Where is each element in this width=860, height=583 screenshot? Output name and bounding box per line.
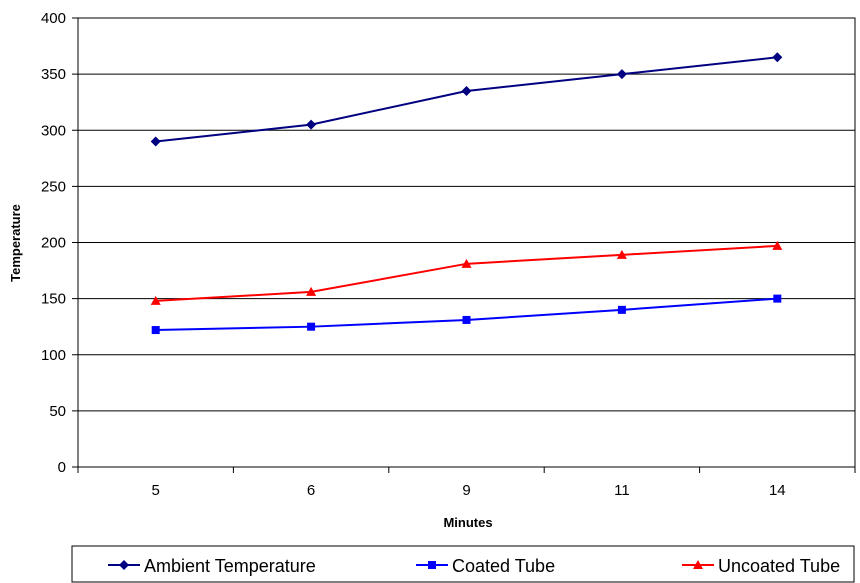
series-ambient-temperature: [150, 52, 783, 147]
y-tick-label: 250: [41, 178, 66, 195]
legend-swatch-marker: [428, 561, 436, 569]
y-tick-label: 200: [41, 235, 66, 252]
uncoated-tube-point: [461, 258, 472, 268]
coated-tube-point: [151, 326, 160, 335]
x-tick-label: 9: [462, 482, 470, 499]
uncoated-tube-point: [616, 249, 627, 259]
legend-swatch-marker: [119, 560, 129, 570]
coated-tube-point: [773, 294, 782, 303]
coated-tube-point: [307, 322, 316, 331]
y-tick-label: 400: [41, 10, 66, 27]
axes: [72, 17, 856, 473]
series-coated-tube: [151, 294, 782, 335]
ambient-temperature-point: [306, 119, 317, 130]
ambient-temperature-line: [155, 56, 778, 143]
ambient-temperature-point: [772, 52, 783, 63]
uncoated-tube-point: [306, 286, 317, 296]
ambient-temperature-point: [461, 85, 472, 96]
y-tick-label: 300: [41, 122, 66, 139]
x-tick-label: 14: [769, 482, 786, 499]
coated-tube-line: [155, 297, 778, 332]
legend-swatch-marker: [693, 560, 703, 569]
gridlines: [78, 17, 855, 468]
tick-labels: 0 50 100 150 200 250 300 350 400 5 6 9 11 14: [41, 10, 786, 499]
ambient-temperature-point: [150, 136, 161, 147]
y-tick-label: 50: [49, 403, 66, 420]
legend-item-coated-tube: Coated Tube: [416, 556, 555, 576]
y-tick-label: 350: [41, 66, 66, 83]
y-tick-label: 0: [58, 459, 66, 476]
uncoated-tube-point: [150, 295, 161, 305]
uncoated-tube-point: [772, 240, 783, 250]
series-uncoated-tube: [150, 240, 783, 305]
coated-tube-point: [617, 305, 626, 314]
legend: Ambient Temperature Coated Tube Uncoated T…: [71, 545, 855, 583]
ambient-temperature-point: [616, 69, 627, 80]
x-tick-label: 6: [307, 482, 315, 499]
legend-label: Uncoated Tube: [718, 556, 840, 576]
uncoated-tube-line: [155, 244, 778, 302]
y-axis-title: Temperature: [8, 204, 23, 282]
y-tick-label: 150: [41, 291, 66, 308]
legend-item-uncoated-tube: Uncoated Tube: [682, 556, 840, 576]
series-layer: [150, 52, 783, 335]
legend-label: Ambient Temperature: [144, 556, 316, 576]
x-axis-title: Minutes: [443, 515, 492, 530]
x-tick-label: 11: [614, 482, 630, 499]
x-tick-label: 5: [152, 482, 160, 499]
y-tick-label: 100: [41, 347, 66, 364]
legend-item-ambient-temperature: Ambient Temperature: [108, 556, 316, 576]
coated-tube-point: [462, 315, 471, 324]
legend-box: [71, 545, 855, 583]
legend-label: Coated Tube: [452, 556, 555, 576]
